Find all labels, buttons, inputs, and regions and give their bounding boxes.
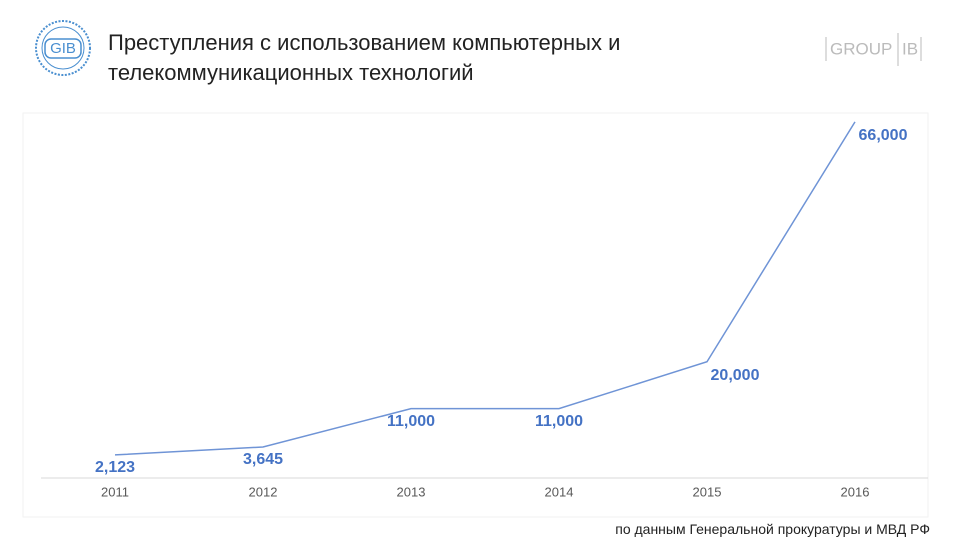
data-line bbox=[114, 121, 856, 456]
brand-text: GROUP bbox=[830, 39, 892, 58]
chart-title: Преступления с использованием компьютерн… bbox=[108, 30, 621, 85]
x-tick-label: 2015 bbox=[693, 484, 722, 499]
data-label: 66,000 bbox=[859, 127, 908, 144]
data-label: 3,645 bbox=[243, 451, 283, 468]
x-tick-label: 2011 bbox=[101, 484, 129, 499]
data-label: 11,000 bbox=[387, 413, 435, 430]
x-tick-label: 2014 bbox=[545, 484, 574, 499]
plot-area bbox=[22, 112, 929, 518]
x-tick-label: 2016 bbox=[841, 484, 870, 499]
brand: GROUP IB bbox=[825, 33, 922, 66]
logo-ring bbox=[35, 20, 91, 76]
data-label: 2,123 bbox=[95, 459, 135, 476]
logo-text: GIB bbox=[50, 40, 76, 57]
x-tick-label: 2012 bbox=[249, 484, 278, 499]
plot: 2011 2,123 2012 3,645 2013 11,000 2014 11,000 20… bbox=[95, 121, 908, 499]
data-label: 20,000 bbox=[711, 367, 760, 384]
brand-text: IB bbox=[902, 39, 918, 58]
logo-ring bbox=[41, 26, 85, 70]
data-label: 11,000 bbox=[535, 413, 583, 430]
logo: GIB bbox=[35, 20, 91, 76]
x-tick-label: 2013 bbox=[397, 484, 426, 499]
logo-box bbox=[44, 38, 82, 59]
source-note: по данным Генеральной прокуратуры и МВД … bbox=[615, 521, 930, 537]
